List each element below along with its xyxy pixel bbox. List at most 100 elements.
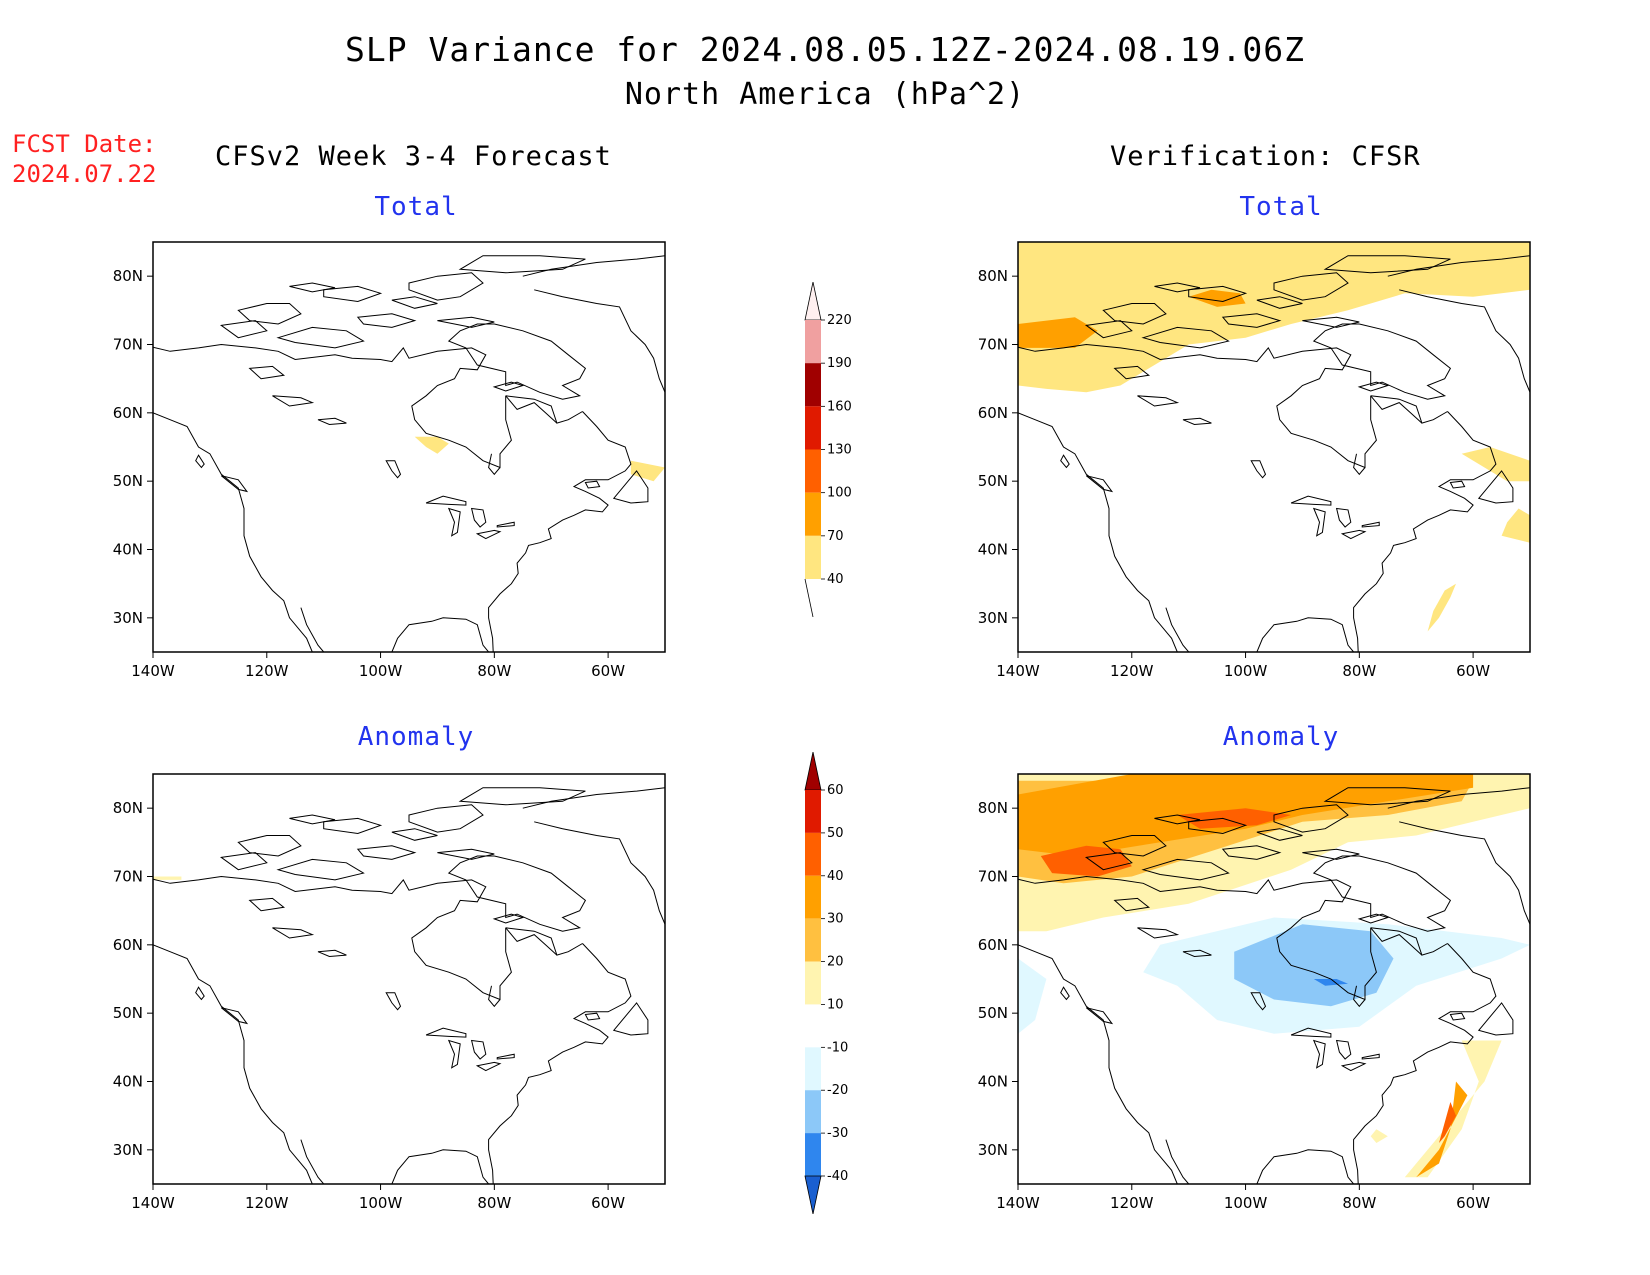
verification-total-island-14 [1085,475,1114,493]
forecast-anomaly-island-12 [612,1002,649,1036]
forecast-anomaly-lon-label: 140W [131,1194,175,1212]
total-colorbar-label: 130 [827,443,852,458]
verification-total-lat-label: 80N [978,267,1008,285]
forecast-total-coast-labrador [505,395,583,424]
forecast-anomaly-island-6 [220,852,268,871]
verification-total-title: Total [1239,192,1323,222]
verification-total-island-11 [1449,480,1466,489]
forecast-total-island-10 [492,381,525,392]
anomaly-colorbar-box [805,918,821,962]
fcst-date-value: 2024.07.22 [12,160,157,188]
forecast-anomaly-lake-8 [317,949,347,958]
forecast-total-lake-7 [248,365,286,380]
forecast-total-island-4 [323,285,383,303]
verification-total-coast-greenlandN [1387,255,1530,277]
verification-anomaly-lat-label: 50N [978,1004,1008,1022]
verification-total-island-10 [1357,381,1390,392]
verification-total-island-4 [1188,285,1248,303]
forecast-anomaly-island-13 [195,986,205,1001]
forecast-total-lake-6 [272,395,315,407]
verification-anomaly-coast-greenlandN [1387,787,1530,809]
forecast-anomaly-coast-westCoast [153,944,313,1184]
forecast-anomaly-coast-ungava [505,927,558,956]
forecast-anomaly-shade-beaufort-yellow [153,876,182,880]
verification-anomaly-shade-offshore-yellow [1404,1040,1502,1178]
forecast-total-lon-label: 100W [359,662,403,680]
verification-total-lake-5 [1250,460,1267,479]
forecast-anomaly-lake-1 [447,1039,461,1069]
verification-column-title: Verification: CFSR [1110,141,1421,172]
forecast-anomaly-island-8 [458,787,586,806]
verification-anomaly-shade-offshore-orange [1416,1081,1468,1178]
forecast-total-frame [152,241,666,653]
forecast-total-lake-5 [385,460,402,479]
verification-anomaly-title: Anomaly [1222,722,1340,752]
total-colorbar-bottom-edge [804,578,814,617]
forecast-anomaly-lat-label: 80N [113,799,143,817]
verification-anomaly-island-13 [1060,986,1070,1001]
verification-anomaly-lat-label: 60N [978,936,1008,954]
verification-total-frame [1017,241,1531,653]
verification-total-shade-atlantic-yellow [1501,508,1530,543]
forecast-total-lake-1 [447,507,461,537]
forecast-total-lat-label: 30N [113,609,143,627]
verification-anomaly-coastlines [1018,787,1530,1184]
verification-anomaly-frame [1017,773,1531,1185]
forecast-anomaly-island-1 [276,858,365,881]
forecast-total-coast-greenland [534,289,665,393]
verification-anomaly-lat-label: 80N [978,799,1008,817]
verification-total-lon-label: 140W [996,662,1040,680]
anomaly-colorbar-label: -30 [827,1126,848,1141]
verification-total-island-9 [1154,282,1201,293]
forecast-anomaly-map: 80N 70N 60N 50N 40N 30N 140W 120W 100W 80W 60W [113,773,666,1212]
forecast-anomaly-lon-label: 120W [245,1194,289,1212]
verification-anomaly-shade-carolina-yellow [1370,1129,1388,1143]
total-colorbar-box [805,320,821,364]
forecast-anomaly-coast-east [488,943,632,1184]
verification-total-island-12 [1477,470,1514,504]
forecast-anomaly-coast-greenland [534,821,665,925]
forecast-anomaly-island-10 [492,913,525,924]
total-colorbar-box [805,406,821,450]
forecast-total-lake-3 [475,529,502,540]
verification-anomaly-lake-1 [1312,1039,1326,1069]
anomaly-colorbar-box [805,875,821,919]
verification-anomaly-lake-3 [1340,1061,1367,1072]
forecast-total-coast-gulf [391,617,489,652]
verification-total-coast-baja [1165,607,1190,652]
forecast-total-island-2 [356,313,417,328]
verification-total-coast-gulf [1256,617,1354,652]
verification-total-island-6 [1085,320,1133,339]
total-colorbar-label: 40 [827,572,844,587]
verification-total-lake-2 [1335,507,1352,528]
verification-anomaly-shade-cae-darkorange [1177,808,1292,829]
forecast-total-island-3 [408,272,484,301]
forecast-total-coast-ungava [505,395,558,424]
forecast-anomaly-island-11 [584,1012,601,1021]
verification-anomaly-lake-8 [1182,949,1212,958]
verification-anomaly-lon-label: 120W [1110,1194,1154,1212]
verification-total-lake-0 [1290,495,1332,506]
verification-total-shade-beaufort-orange [1018,317,1098,348]
verification-total-map: 80N 70N 60N 50N 40N 30N 140W 120W 100W 80W 60W [978,241,1531,680]
total-colorbar-top-triangle [804,282,822,321]
forecast-anomaly-lake-3 [475,1061,502,1072]
verification-anomaly-lat-label: 40N [978,1073,1008,1091]
verification-total-shade-offshore-yellow [1427,583,1456,632]
verification-anomaly-coast-labrador [1370,927,1448,956]
verification-anomaly-island-1 [1141,858,1230,881]
forecast-anomaly-lake-6 [272,927,315,939]
forecast-total-coast-westCoast [153,412,313,652]
forecast-anomaly-lake-7 [248,897,286,912]
anomaly-colorbar-label: -10 [827,1040,848,1055]
verification-total-coast-greenland [1399,289,1530,393]
forecast-total-lake-2 [470,507,487,528]
verification-anomaly-coast-westCoast [1018,944,1178,1184]
forecast-anomaly-coastlines [153,787,665,1184]
verification-total-island-3 [1273,272,1349,301]
anomaly-colorbar-label: 50 [827,826,844,841]
forecast-total-coast-east [488,411,632,652]
forecast-total-island-9 [289,282,336,293]
verification-anomaly-lon-label: 60W [1456,1194,1490,1212]
verification-total-island-1 [1141,326,1230,349]
